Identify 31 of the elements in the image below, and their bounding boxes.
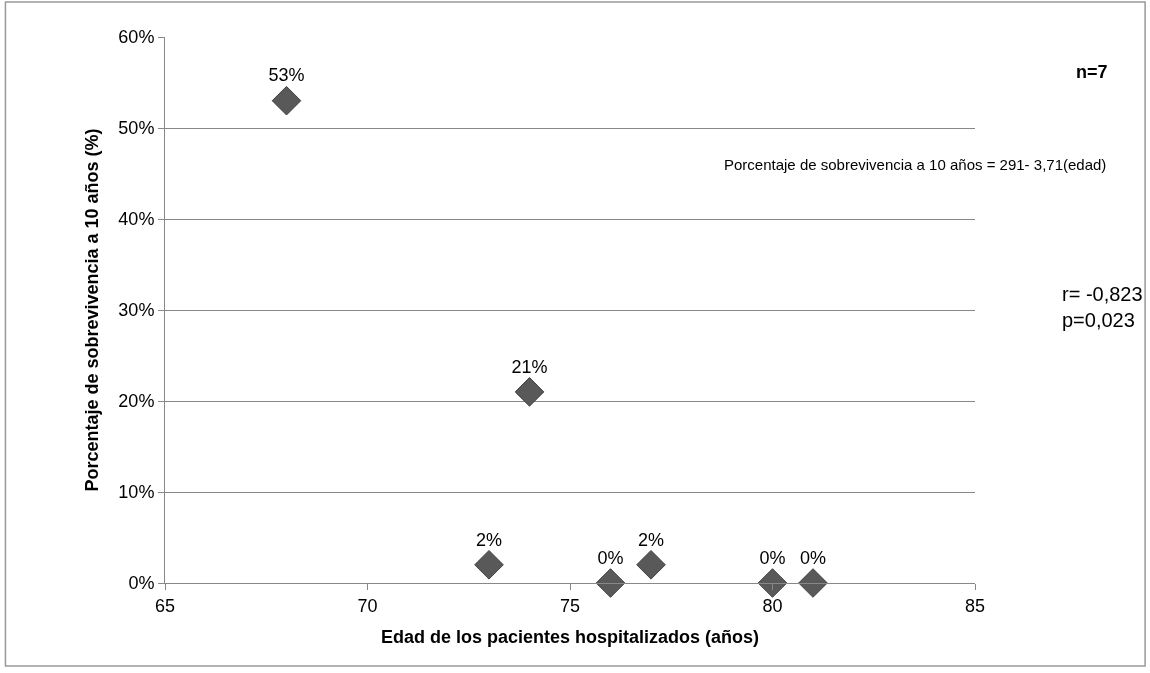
y-tick-label: 50% bbox=[118, 118, 155, 139]
annotation: Porcentaje de sobrevivencia a 10 años = 291- 3,71(edad) bbox=[724, 156, 1107, 173]
x-tick-label: 85 bbox=[964, 595, 986, 616]
point bbox=[595, 568, 626, 598]
data-label: 53% bbox=[268, 65, 305, 86]
point bbox=[474, 550, 504, 580]
text: r= -0,823 p=0,023 bbox=[1062, 283, 1143, 331]
y-tick-label: 30% bbox=[118, 300, 155, 321]
point bbox=[798, 568, 828, 598]
y-tick-label: 0% bbox=[128, 573, 155, 594]
x-tick-label: 80 bbox=[762, 595, 783, 616]
y-tick-label: 10% bbox=[118, 482, 155, 503]
point bbox=[271, 85, 302, 116]
text: n=7 bbox=[1076, 62, 1108, 82]
data-label: 21% bbox=[511, 356, 548, 377]
data-label: 2% bbox=[637, 529, 665, 550]
point bbox=[636, 550, 666, 580]
x-tick-label: 75 bbox=[559, 595, 581, 616]
data-label: 0% bbox=[759, 547, 786, 568]
data-label: 0% bbox=[597, 547, 624, 568]
data-label: 0% bbox=[799, 547, 827, 568]
point bbox=[757, 568, 788, 598]
y-tick-label: 20% bbox=[118, 391, 155, 412]
x-tick-label: 70 bbox=[357, 595, 378, 616]
point bbox=[514, 377, 545, 407]
y-tick-label: 60% bbox=[118, 27, 155, 48]
y-tick-label: 40% bbox=[118, 209, 155, 230]
y-axis-title: Porcentaje de sobrevivencia a 10 años (%) bbox=[81, 128, 102, 492]
x-tick-label: 65 bbox=[154, 595, 176, 616]
x-axis-title: Edad de los pacientes hospitalizados (años) bbox=[380, 626, 760, 647]
data-label: 2% bbox=[475, 529, 503, 550]
